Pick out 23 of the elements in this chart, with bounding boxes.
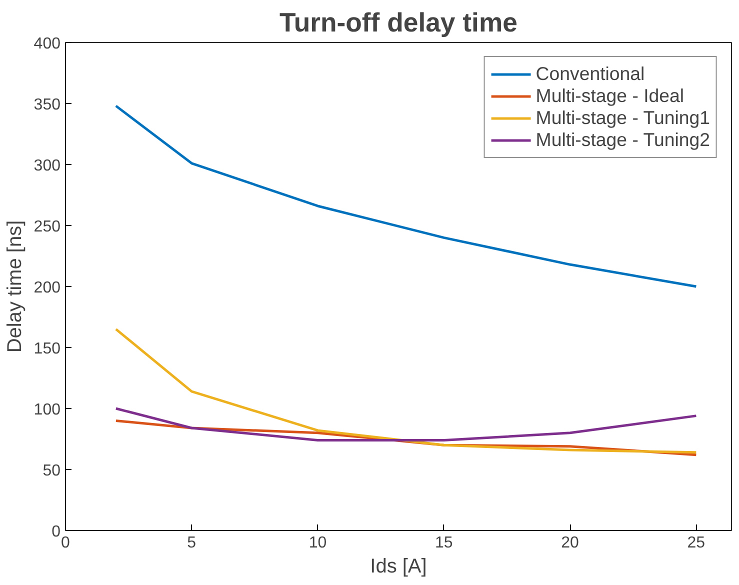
y-tick-label: 350: [34, 96, 61, 114]
y-tick-label: 200: [34, 280, 61, 296]
y-tick-label: 150: [34, 340, 61, 358]
y-tick-label: 50: [42, 462, 61, 480]
y-tick-label: 300: [34, 158, 61, 174]
line-series: [114, 407, 698, 442]
y-tick-label: 250: [34, 218, 61, 236]
x-tick-label: 20: [561, 534, 580, 552]
y-tick-label: 100: [34, 402, 61, 418]
legend-label: Multi-stage - Tuning1: [536, 107, 710, 129]
line-series: [114, 328, 698, 454]
y-tick-label: 0: [52, 524, 61, 540]
y-tick-label: 400: [34, 36, 61, 52]
x-tick-label: 10: [308, 534, 327, 552]
x-tick-label: 5: [187, 534, 196, 552]
legend-label: Multi-stage - Tuning2: [536, 129, 710, 151]
x-axis-title: Ids [A]: [370, 556, 427, 578]
x-tick-label: 15: [435, 534, 453, 552]
legend-label: Multi-stage - Ideal: [536, 85, 684, 107]
legend-label: Conventional: [536, 63, 645, 85]
y-axis-title: Delay time [ns]: [4, 220, 26, 353]
chart-title: Turn-off delay time: [280, 8, 518, 38]
x-tick-label: 25: [687, 534, 706, 552]
